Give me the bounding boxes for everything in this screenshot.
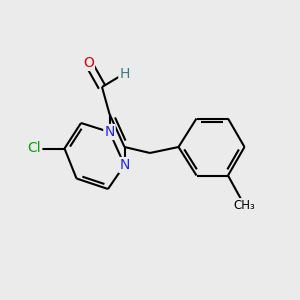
Text: N: N (119, 158, 130, 172)
Text: H: H (119, 67, 130, 80)
Text: CH₃: CH₃ (234, 199, 255, 212)
Text: Cl: Cl (28, 142, 41, 155)
Text: N: N (104, 125, 115, 139)
Text: O: O (83, 56, 94, 70)
